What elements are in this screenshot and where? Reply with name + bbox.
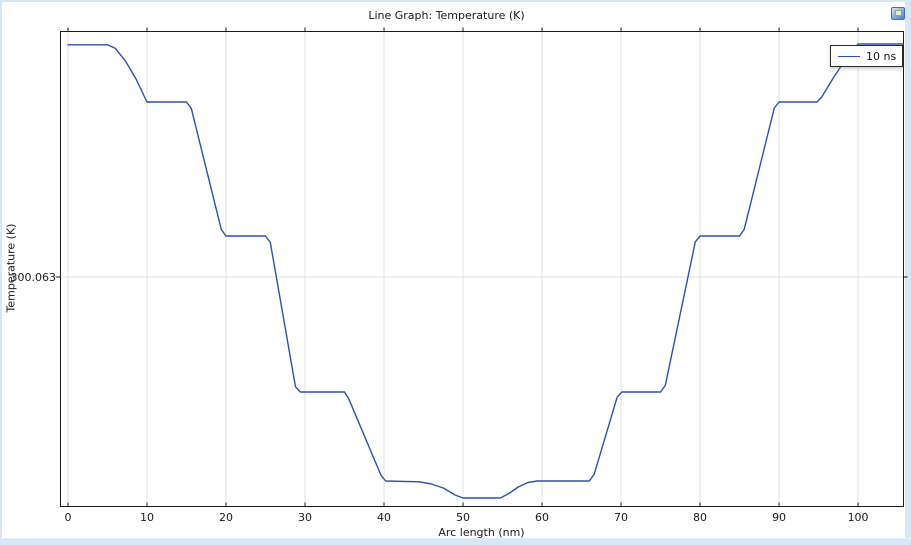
plot-thumbnail-icon-inner	[895, 10, 902, 16]
plot-title: Line Graph: Temperature (K)	[368, 9, 525, 22]
legend-line-sample	[838, 55, 860, 57]
x-tick-label: 70	[614, 511, 629, 524]
x-tick-label: 40	[377, 511, 392, 524]
x-tick-label: 90	[772, 511, 787, 524]
x-tick-label: 10	[140, 511, 154, 524]
window-border-left	[0, 0, 2, 545]
window-border-right	[905, 0, 911, 545]
x-tick-label: 60	[535, 511, 550, 524]
x-tick-label: 80	[693, 511, 708, 524]
legend[interactable]: 10 ns	[830, 45, 903, 67]
x-axis-label: Arc length (nm)	[438, 526, 525, 539]
y-tick-label: 300.063	[10, 271, 57, 284]
axis-frame	[60, 31, 904, 507]
plot-background	[60, 31, 904, 507]
series-line	[67, 43, 904, 499]
window-border-bottom	[0, 538, 911, 545]
x-tick-label: 100	[847, 511, 869, 524]
x-tick-label: 50	[456, 511, 471, 524]
window-border-top	[0, 0, 911, 2]
x-tick-label: 0	[64, 511, 72, 524]
x-tick-label: 30	[298, 511, 313, 524]
legend-label: 10 ns	[866, 49, 897, 63]
plot-thumbnail-icon[interactable]	[891, 7, 905, 20]
x-tick-label: 20	[219, 511, 234, 524]
